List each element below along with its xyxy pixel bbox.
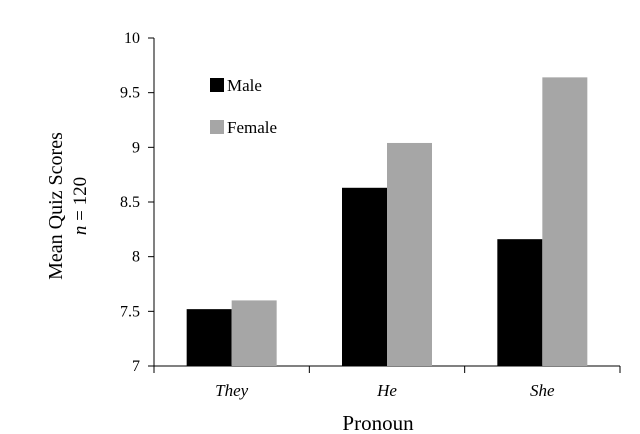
y-tick-label: 9.5 (120, 85, 140, 102)
x-tick-label: They (215, 381, 249, 400)
bar-male-he (342, 187, 387, 366)
legend-label-female: Female (227, 118, 277, 137)
bar-female-he (387, 142, 432, 366)
legend-swatch-male (210, 78, 224, 92)
y-tick-label: 8.5 (120, 194, 140, 211)
bar-male-she (497, 239, 543, 366)
y-tick-label: 7 (132, 358, 140, 375)
x-axis: They He She (153, 365, 621, 400)
legend: Male Female (210, 76, 277, 137)
y-tick-label: 8 (132, 249, 140, 266)
bar-female-she (542, 77, 588, 367)
x-tick-label: She (530, 381, 555, 400)
x-axis-title: Pronoun (342, 411, 414, 434)
bars (186, 77, 588, 367)
y-tick-label: 9 (132, 139, 140, 156)
legend-label-male: Male (227, 76, 262, 95)
legend-swatch-female (210, 120, 224, 134)
sample-size-variable: n (70, 226, 91, 236)
y-axis-title: Mean Quiz Scores (45, 132, 67, 280)
y-axis: 7 7.5 8 8.5 9 9.5 10 (120, 30, 155, 375)
y-axis-title-group: Mean Quiz Scores n = 120 (45, 132, 91, 280)
y-tick-label: 7.5 (120, 303, 140, 320)
bar-male-they (186, 309, 232, 366)
bar-female-they (231, 300, 277, 366)
y-tick-label: 10 (124, 30, 140, 47)
y-axis-sample-size: n = 120 (70, 177, 91, 235)
sample-size-value: = 120 (70, 177, 91, 226)
x-tick-label: He (376, 381, 397, 400)
